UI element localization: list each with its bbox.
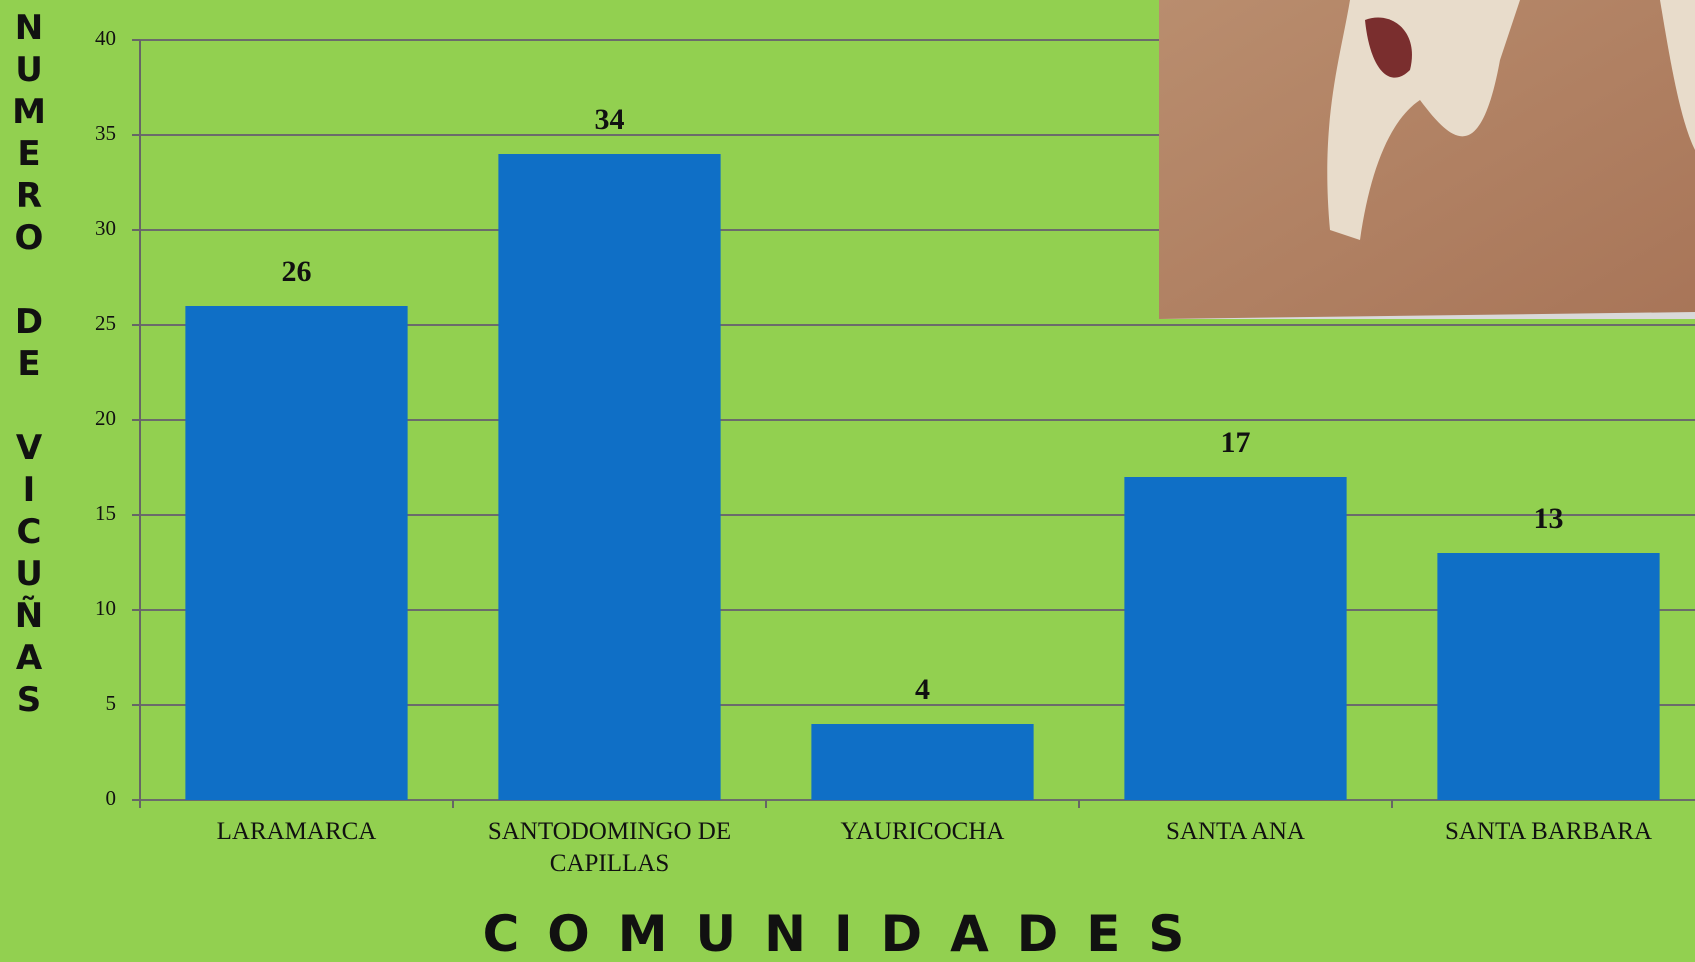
- y-tick-label: 15: [95, 501, 116, 525]
- y-tick-label: 20: [95, 406, 116, 430]
- x-tick-label: SANTA BARBARA: [1444, 818, 1653, 845]
- x-tick-label: SANTODOMINGO DE CAPILLAS: [487, 818, 732, 877]
- y-tick-label: 30: [95, 216, 116, 240]
- x-tick-label: LARAMARCA: [216, 818, 377, 845]
- y-tick-label: 40: [95, 26, 116, 50]
- photo: [1159, 0, 1695, 319]
- y-axis-title: NUMERO DE VICUÑAS: [9, 8, 49, 722]
- data-label: 13: [1534, 502, 1564, 535]
- y-tick-label: 25: [95, 311, 116, 335]
- bar: [185, 306, 408, 800]
- y-tick-label: 0: [106, 786, 117, 810]
- bar: [1437, 553, 1660, 800]
- y-tick-label: 10: [95, 596, 116, 620]
- bar: [1124, 477, 1347, 800]
- data-label: 4: [915, 673, 930, 706]
- data-label: 26: [282, 255, 312, 288]
- y-tick-label: 5: [106, 691, 117, 715]
- x-tick-label: SANTA ANA: [1166, 818, 1305, 845]
- bar: [811, 724, 1034, 800]
- bar: [498, 154, 721, 800]
- data-label: 17: [1221, 426, 1251, 459]
- y-tick-label: 35: [95, 121, 116, 145]
- data-label: 34: [595, 103, 625, 136]
- x-axis-title: COMUNIDADES: [482, 905, 1213, 962]
- x-tick-label: YAURICOCHA: [840, 818, 1005, 845]
